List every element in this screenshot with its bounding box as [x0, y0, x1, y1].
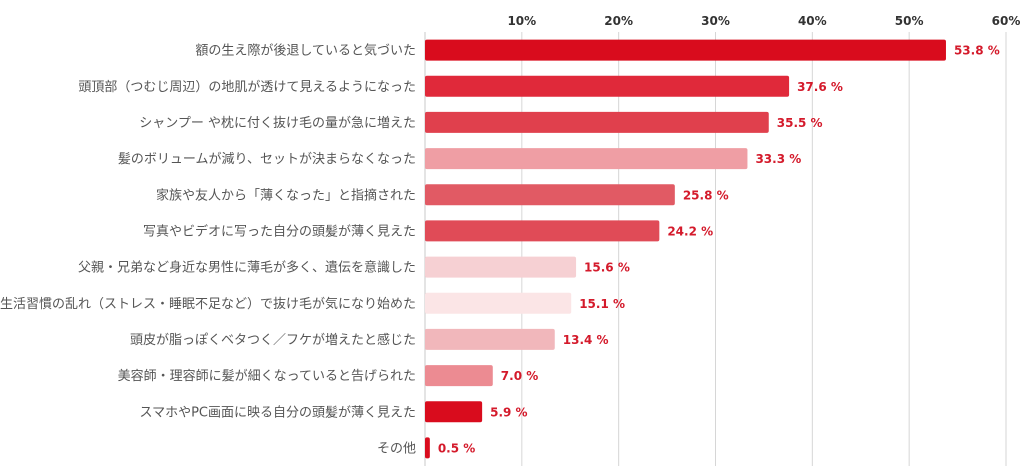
data-label: 24.2 %	[667, 224, 713, 238]
data-labels: 53.8 % 37.6 % 35.5 % 33.3 % 25.8 % 24.2 % 15.6…	[438, 44, 1000, 456]
category-labels: 額の生え際が後退していると気づいた頭頂部（つむじ周辺）の地肌が透けて見えるように…	[0, 43, 416, 457]
data-label: 13.4 %	[563, 333, 609, 347]
data-label: 7.0 %	[501, 369, 538, 383]
bar	[425, 39, 946, 61]
x-tick-label: 30%	[701, 14, 730, 28]
data-label: 15.6 %	[584, 261, 630, 275]
x-tick-label: 60%	[992, 14, 1021, 28]
bar	[425, 184, 675, 206]
x-tick-label: 20%	[604, 14, 633, 28]
data-label: 0.5 %	[438, 441, 475, 455]
category-label: 髪のボリュームが減り、セットが決まらなくなった	[118, 151, 416, 167]
data-label: 5.9 %	[490, 405, 527, 419]
category-label: 頭頂部（つむじ周辺）の地肌が透けて見えるようになった	[78, 80, 416, 95]
bar	[425, 220, 660, 242]
bar	[425, 365, 493, 387]
category-label: 写真やビデオに写った自分の頭髪が薄く見えた	[143, 223, 416, 239]
x-tick-label: 10%	[507, 14, 536, 28]
category-label: 父親・兄弟など身近な男性に薄毛が多く、遺伝を意識した	[78, 260, 416, 276]
data-label: 33.3 %	[755, 152, 801, 166]
bar	[425, 328, 555, 350]
bars	[425, 39, 946, 459]
bar	[425, 292, 572, 314]
data-label: 35.5 %	[777, 116, 823, 130]
bar	[425, 401, 483, 423]
grid-lines	[521, 32, 1007, 466]
bar	[425, 148, 748, 170]
category-label: 頭皮が脂っぽくベタつく／フケが増えたと感じた	[130, 332, 416, 348]
category-label: 家族や友人から「薄くなった」と指摘された	[156, 187, 416, 203]
category-label: シャンプー や枕に付く抜け毛の量が急に増えた	[139, 115, 416, 131]
x-tick-label: 40%	[798, 14, 827, 28]
category-label: 生活習慣の乱れ（ストレス・睡眠不足など）で抜け毛が気になり始めた	[0, 296, 416, 312]
bar	[425, 256, 577, 278]
category-label: 美容師・理容師に髪が細くなっていると告げられた	[118, 368, 416, 384]
bar	[425, 437, 430, 459]
category-label: その他	[377, 441, 416, 456]
data-label: 25.8 %	[683, 188, 729, 202]
x-tick-label: 50%	[895, 14, 924, 28]
category-label: スマホやPC画面に映る自分の頭髪が薄く見えた	[139, 405, 416, 420]
data-label: 37.6 %	[797, 80, 843, 94]
data-label: 15.1 %	[579, 297, 625, 311]
bar	[425, 75, 790, 97]
bar	[425, 111, 769, 133]
data-label: 53.8 %	[954, 44, 1000, 58]
category-label: 額の生え際が後退していると気づいた	[195, 43, 416, 59]
x-axis-ticks: 10% 20% 30% 40% 50% 60%	[507, 14, 1020, 28]
